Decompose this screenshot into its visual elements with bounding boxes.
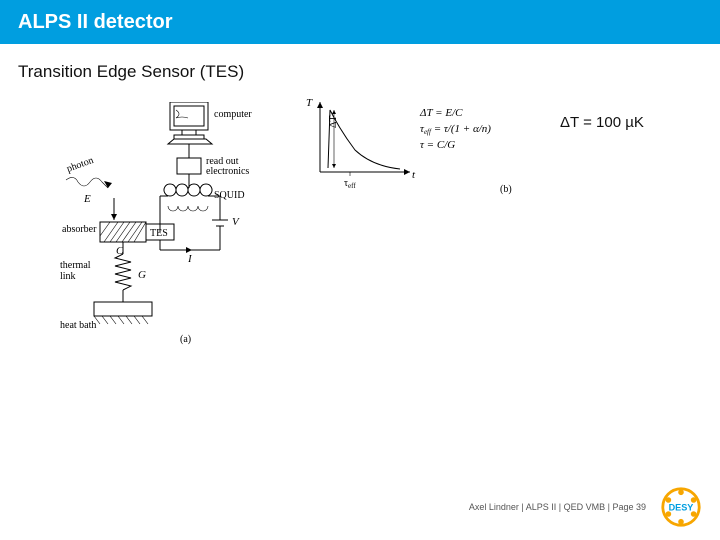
label-tes: TES [150,228,168,239]
footer-text: Axel Lindner | ALPS II | QED VMB | Page … [469,502,646,512]
figure-b-decay-curve: T t ΔT τeff ΔT = E/C τeff = τ/(1 + α/n) … [300,92,520,202]
label-computer: computer [214,109,252,120]
panel-b-label: (b) [500,184,512,195]
panel-a-label: (a) [180,334,191,345]
label-v: V [232,216,240,228]
label-e: E [83,193,91,205]
label-photon: photon [65,155,95,175]
label-thermal-2: link [60,271,76,282]
eq-tau: τ = C/G [420,139,455,151]
logo-text: DESY [669,503,694,513]
figure-a-tes-schematic: computer read out electronics SQUID TES [60,102,270,362]
subtitle: Transition Edge Sensor (TES) [0,44,720,82]
heatbath-hatch [94,316,148,324]
label-absorber: absorber [62,224,97,235]
axis-y-label: T [306,97,313,109]
content-area: computer read out electronics SQUID TES [0,82,720,462]
axis-x-label: t [412,169,416,181]
slide-title: ALPS II detector [18,11,172,34]
tau-eff-tick: τeff [344,178,356,190]
label-i: I [187,253,193,265]
eq-taueff: τeff = τ/(1 + α/n) [420,123,491,136]
absorber-hatch [100,222,146,242]
footer: Axel Lindner | ALPS II | QED VMB | Page … [469,486,702,528]
title-bar: ALPS II detector [0,0,720,44]
desy-logo: DESY [660,486,702,528]
delta-t-annotation: ΔT = 100 µK [560,114,644,131]
label-readout-line2: electronics [206,166,249,177]
eq-dt: ΔT = E/C [419,107,463,119]
label-heatbath: heat bath [60,320,96,331]
label-thermal-1: thermal [60,260,91,271]
axis-dt-label: ΔT [328,115,339,128]
label-g: G [138,269,146,281]
